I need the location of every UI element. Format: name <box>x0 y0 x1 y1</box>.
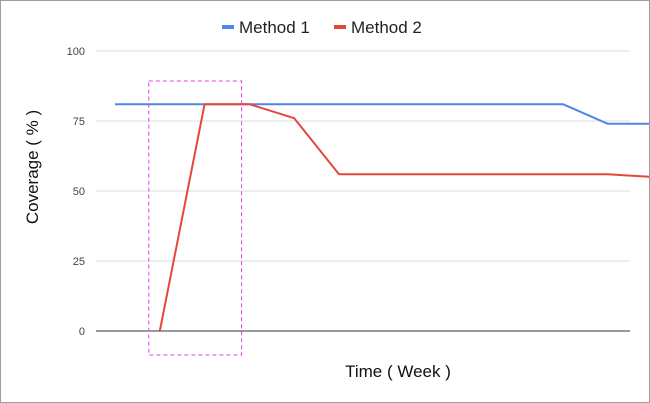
gridlines <box>96 50 630 332</box>
series-lines <box>115 103 649 332</box>
series-line-method-1 <box>115 103 649 125</box>
y-tick-label: 75 <box>73 116 85 128</box>
legend-swatch <box>222 25 234 29</box>
legend-label: Method 1 <box>239 18 310 37</box>
series-line-method-2 <box>158 103 649 332</box>
x-axis-title: Time ( Week ) <box>345 362 451 381</box>
y-axis-title: Coverage ( % ) <box>23 110 42 224</box>
highlight-box <box>148 80 243 356</box>
y-tick-labels: 0 25 50 75 100 <box>67 46 85 338</box>
legend-swatch <box>334 25 346 29</box>
legend-label: Method 2 <box>351 18 422 37</box>
y-tick-label: 100 <box>67 46 85 58</box>
y-tick-label: 0 <box>79 326 85 338</box>
y-tick-label: 25 <box>73 256 85 268</box>
y-tick-label: 50 <box>73 186 85 198</box>
legend: Method 1 Method 2 <box>222 18 422 37</box>
highlight-box-group <box>148 80 243 356</box>
